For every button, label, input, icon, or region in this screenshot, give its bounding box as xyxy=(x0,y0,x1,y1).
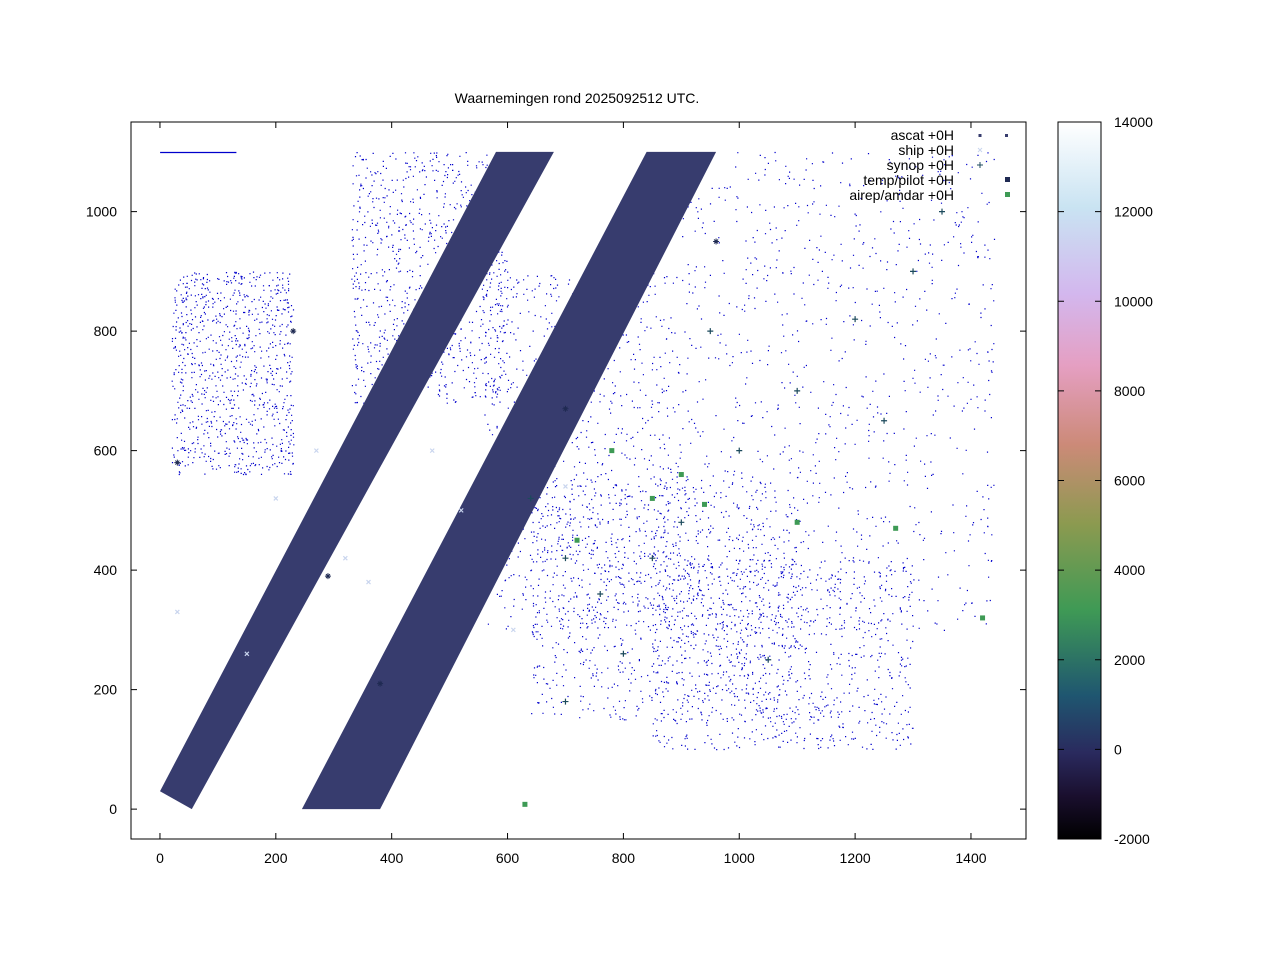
synop-hpoint xyxy=(765,656,772,663)
ascat-swath-layer xyxy=(160,151,717,810)
ascat-swath xyxy=(160,151,554,810)
synop-hpoint xyxy=(678,519,685,526)
ascat-swath xyxy=(301,151,717,810)
plot-area xyxy=(160,151,996,810)
colorbar-tick-label: 10000 xyxy=(1114,293,1153,309)
y-tick-label: 800 xyxy=(94,323,118,339)
legend-label: temp/pilot +0H xyxy=(863,172,954,188)
legend-label: synop +0H xyxy=(887,157,954,173)
x-tick-label: 600 xyxy=(496,850,520,866)
synop-hpoint xyxy=(597,591,604,598)
ship-hpoint xyxy=(244,651,250,657)
x-tick-label: 0 xyxy=(156,850,164,866)
legend-marker xyxy=(1005,134,1008,137)
ship-hpoint xyxy=(174,609,180,615)
x-tick-label: 1000 xyxy=(724,850,755,866)
temp-pilot-hpoint xyxy=(713,238,720,245)
temp-pilot-hpoint xyxy=(562,405,569,412)
ship-hpoint xyxy=(366,579,371,585)
y-tick-label: 0 xyxy=(109,801,117,817)
y-tick-label: 1000 xyxy=(86,204,117,220)
synop-hpoint xyxy=(910,268,917,275)
synop-hpoint xyxy=(527,495,534,502)
synop-hpoint xyxy=(881,417,888,424)
temp-pilot-hpoint xyxy=(174,459,181,466)
legend-label: ascat +0H xyxy=(891,127,954,143)
colorbar-tick-label: -2000 xyxy=(1114,831,1150,847)
ship-hpoint xyxy=(563,484,568,489)
ship-hpoint xyxy=(342,555,348,561)
x-tick-label: 200 xyxy=(264,850,288,866)
airep-amdar-hpoint xyxy=(522,801,528,807)
y-tick-label: 200 xyxy=(94,682,118,698)
synop-hpoint xyxy=(707,328,714,335)
airep-amdar-hpoint xyxy=(980,615,986,621)
ship-hpoint xyxy=(313,448,319,454)
ship-hpoint xyxy=(429,448,435,454)
ship-hpoint xyxy=(273,496,279,501)
x-tick-label: 1400 xyxy=(955,850,986,866)
coastline-dots xyxy=(160,151,996,751)
colorbar-tick-label: 2000 xyxy=(1114,652,1145,668)
y-tick-label: 600 xyxy=(94,443,118,459)
x-axis: 0 200 400 600 800 1000 1200 1400 xyxy=(156,122,987,866)
airep-amdar-hpoint xyxy=(649,495,655,501)
observation-points-layer xyxy=(174,208,986,807)
colorbar xyxy=(1057,121,1102,840)
colorbar-axis: -2000 0 2000 4000 6000 8000 10000 12000 14000 xyxy=(1058,114,1153,847)
legend-marker xyxy=(977,162,983,168)
legend-label: airep/amdar +0H xyxy=(849,187,954,203)
chart-title: Waarnemingen rond 2025092512 UTC. xyxy=(455,90,700,106)
colorbar-tick-label: 6000 xyxy=(1114,473,1145,489)
synop-hpoint xyxy=(649,555,656,562)
synop-hpoint xyxy=(620,650,627,657)
ship-hpoint xyxy=(510,627,516,633)
airep-amdar-hpoint xyxy=(701,501,707,507)
airep-amdar-hpoint xyxy=(574,537,580,543)
x-tick-label: 1200 xyxy=(840,850,871,866)
synop-hpoint xyxy=(794,387,801,394)
airep-amdar-hpoint xyxy=(678,472,684,478)
airep-amdar-hpoint xyxy=(609,448,615,454)
airep-amdar-hpoint xyxy=(893,525,899,531)
synop-hpoint xyxy=(736,447,743,454)
coastline-layer xyxy=(160,151,996,751)
synop-hpoint xyxy=(562,698,569,705)
temp-pilot-hpoint xyxy=(377,680,384,687)
x-tick-label: 800 xyxy=(612,850,636,866)
y-axis: 0 200 400 600 800 1000 xyxy=(86,204,1026,817)
legend-marker xyxy=(1005,192,1010,197)
ship-hpoint xyxy=(458,507,464,513)
temp-pilot-hpoint xyxy=(290,328,297,335)
synop-hpoint xyxy=(562,555,569,562)
colorbar-tick-label: 8000 xyxy=(1114,383,1145,399)
legend-label: ship +0H xyxy=(898,142,954,158)
airep-amdar-hpoint xyxy=(794,519,800,525)
colorbar-tick-label: 0 xyxy=(1114,741,1122,757)
y-tick-label: 400 xyxy=(94,562,118,578)
legend-marker xyxy=(978,134,982,137)
synop-hpoint xyxy=(852,316,859,323)
colorbar-tick-label: 4000 xyxy=(1114,562,1145,578)
synop-hpoint xyxy=(939,208,946,215)
colorbar-tick-label: 12000 xyxy=(1114,204,1153,220)
x-tick-label: 400 xyxy=(380,850,404,866)
plot-frame xyxy=(130,121,1027,840)
legend-marker xyxy=(1005,177,1010,182)
temp-pilot-hpoint xyxy=(324,573,331,580)
colorbar-tick-label: 14000 xyxy=(1114,114,1153,130)
legend-marker xyxy=(977,147,983,153)
